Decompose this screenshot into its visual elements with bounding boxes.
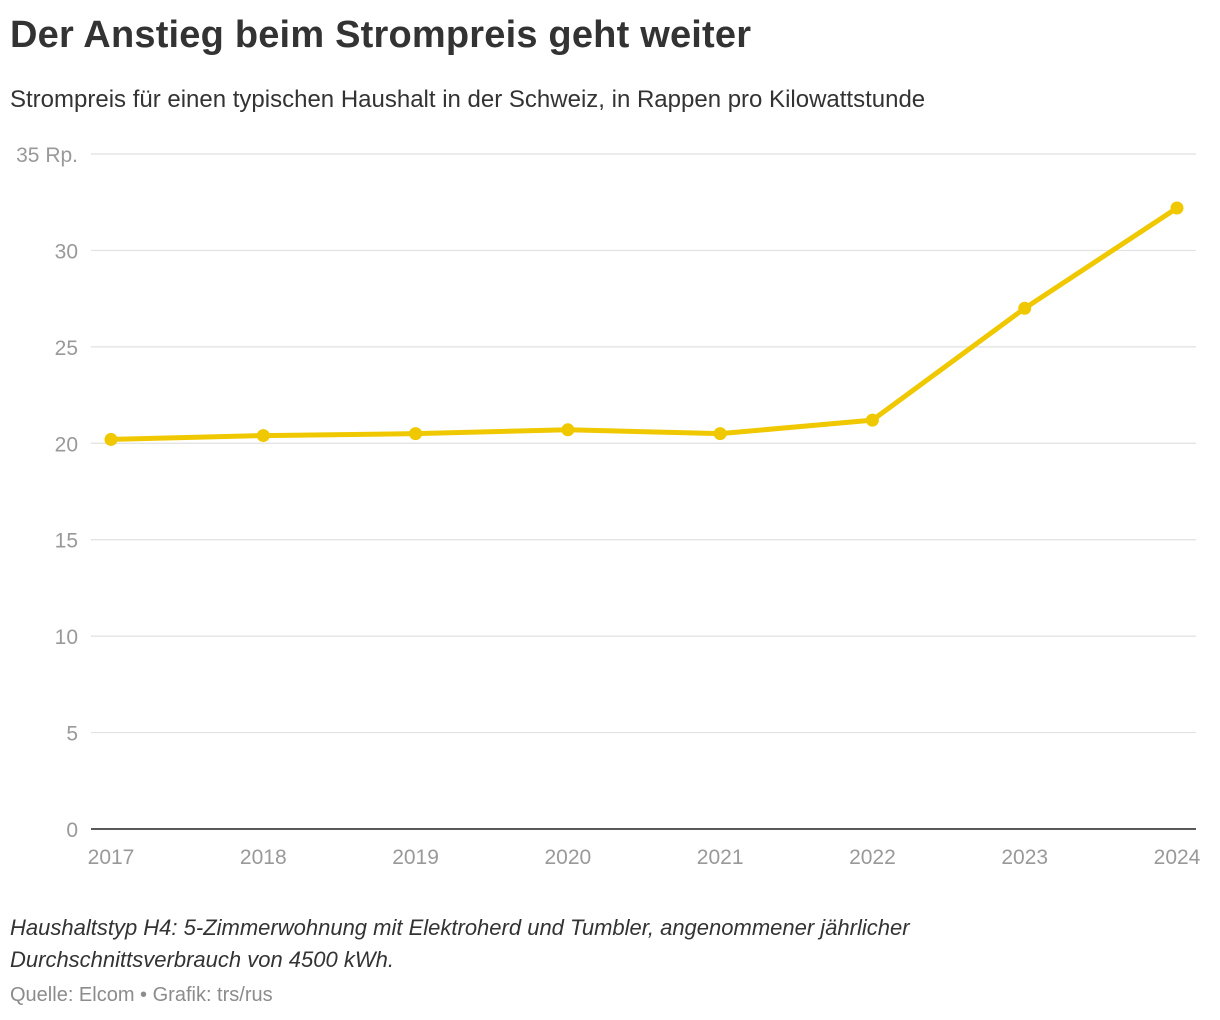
data-point-2020 bbox=[561, 423, 575, 437]
x-tick-label-2018: 2018 bbox=[240, 846, 287, 869]
data-point-2024 bbox=[1170, 201, 1184, 215]
data-point-2023 bbox=[1018, 301, 1032, 315]
x-tick-label-2017: 2017 bbox=[88, 846, 135, 869]
data-point-2017 bbox=[104, 432, 118, 446]
y-tick-label-15: 15 bbox=[55, 530, 78, 553]
x-tick-label-2024: 2024 bbox=[1154, 846, 1201, 869]
y-tick-label-30: 30 bbox=[55, 240, 78, 263]
chart-subtitle: Strompreis für einen typischen Haushalt … bbox=[10, 86, 926, 113]
y-tick-label-25: 25 bbox=[55, 337, 78, 360]
series-layer bbox=[104, 201, 1184, 446]
x-tick-label-2020: 2020 bbox=[544, 846, 591, 869]
x-axis-tick-labels: 2017 2018 2019 2020 2021 2022 2023 2024 bbox=[88, 846, 1201, 869]
x-tick-label-2023: 2023 bbox=[1001, 846, 1048, 869]
y-tick-label-35: 35 Rp. bbox=[16, 144, 78, 167]
chart-title: Der Anstieg beim Strompreis geht weiter bbox=[10, 14, 752, 56]
y-tick-label-10: 10 bbox=[55, 626, 78, 649]
chart-source: Quelle: Elcom • Grafik: trs/rus bbox=[10, 984, 273, 1006]
y-tick-label-0: 0 bbox=[66, 819, 78, 842]
chart-footnote: Haushaltstyp H4: 5-Zimmerwohnung mit Ele… bbox=[10, 915, 910, 972]
data-point-2018 bbox=[256, 429, 270, 443]
x-tick-label-2022: 2022 bbox=[849, 846, 896, 869]
data-point-2019 bbox=[409, 427, 423, 441]
data-point-2022 bbox=[865, 413, 879, 427]
data-point-2021 bbox=[713, 427, 727, 441]
x-tick-label-2019: 2019 bbox=[392, 846, 439, 869]
x-tick-label-2021: 2021 bbox=[697, 846, 744, 869]
y-tick-label-5: 5 bbox=[66, 723, 78, 746]
y-axis-tick-labels: 0 5 10 15 20 25 30 35 Rp. bbox=[16, 144, 78, 842]
y-tick-label-20: 20 bbox=[55, 433, 78, 456]
series-line-0 bbox=[108, 205, 1180, 442]
gridlines bbox=[91, 153, 1196, 734]
